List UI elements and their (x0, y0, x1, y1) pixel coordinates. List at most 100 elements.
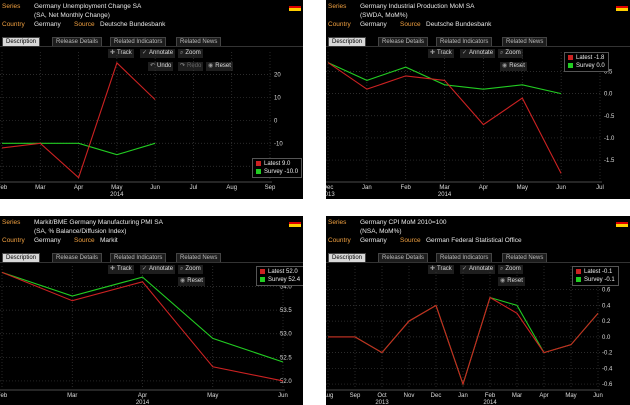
x-tick-label: May (111, 185, 122, 191)
tab-related-news[interactable]: Related News (176, 37, 222, 46)
reset-button[interactable]: ◉ Reset (500, 62, 527, 71)
tab-release-details[interactable]: Release Details (52, 253, 103, 262)
germany-flag-icon (289, 3, 301, 11)
reset-button[interactable]: ◉ Reset (498, 277, 525, 286)
annotate-button[interactable]: ✓ Annotate (460, 265, 496, 274)
series-label: Series (2, 3, 21, 10)
y-tick-label: 0.0 (602, 335, 611, 341)
legend-survey: Survey 52.4 (260, 276, 300, 284)
x-tick-label: Jun (556, 185, 566, 191)
panel-cpi: Series Germany CPI MoM 2010=100 (NSA, Mo… (326, 216, 630, 405)
y-tick-label: -10 (274, 141, 283, 147)
tab-related-news[interactable]: Related News (176, 253, 222, 262)
crosshair-icon: ✚ (110, 50, 116, 56)
chart-industrial-production[interactable]: 0.5 0.0 -0.5 -1.0 -1.5 Dec Jan Feb Mar Apr May Jun J… (326, 48, 630, 199)
tab-related-indicators[interactable]: Related Indicators (436, 253, 493, 262)
series-title: Germany Unemployment Change SA (34, 3, 142, 10)
series-line-latest (327, 62, 562, 174)
tab-release-details[interactable]: Release Details (378, 37, 429, 46)
y-tick-label: -0.4 (602, 366, 613, 372)
zoom-button[interactable]: ⌕ Zoom (498, 265, 523, 274)
x-tick-label: Mar (512, 393, 522, 399)
undo-button[interactable]: ↶ Undo (148, 62, 174, 71)
legend-latest: Latest 52.0 (260, 268, 300, 276)
tab-related-indicators[interactable]: Related Indicators (110, 37, 167, 46)
crosshair-icon: ✚ (430, 50, 436, 56)
x-tick-label: Aug (326, 393, 333, 399)
reset-icon: ◉ (500, 278, 506, 284)
germany-flag-icon (616, 3, 628, 11)
tab-related-news[interactable]: Related News (502, 253, 548, 262)
series-row: Series Markit/BME Germany Manufacturing … (0, 218, 303, 228)
y-tick-label: 0 (274, 118, 278, 124)
annotate-button[interactable]: ✓ Annotate (140, 49, 176, 58)
tab-description[interactable]: Description (328, 253, 367, 262)
series-label: Series (328, 3, 347, 10)
country-label: Country (2, 237, 25, 244)
year-label: 2013 (375, 400, 389, 405)
x-tick-label: Feb (485, 393, 496, 399)
x-tick-label: Oct (377, 393, 387, 399)
reset-icon: ◉ (208, 63, 214, 69)
magnifier-icon: ⌕ (180, 266, 184, 272)
reset-button[interactable]: ◉ Reset (178, 277, 205, 286)
source-label: Source (74, 21, 95, 28)
x-tick-label: Jun (593, 393, 603, 399)
tab-related-news[interactable]: Related News (502, 37, 548, 46)
series-line-latest (1, 61, 156, 179)
tab-bar: Description Release Details Related Indi… (0, 253, 303, 263)
redo-icon: ↷ (180, 63, 186, 69)
series-label: Series (328, 219, 347, 226)
y-tick-label: 20 (274, 72, 281, 78)
x-tick-label: Sep (265, 185, 276, 191)
annotate-button[interactable]: ✓ Annotate (460, 49, 496, 58)
series-subtitle: (SA, Net Monthly Change) (34, 12, 110, 19)
chart-manufacturing-pmi[interactable]: 54.0 53.5 53.0 52.5 52.0 Feb Mar Apr May Jun 2014 (0, 264, 303, 405)
series-label: Series (2, 219, 21, 226)
country-row: Country Germany Source German Federal St… (326, 236, 630, 246)
reset-button[interactable]: ◉ Reset (206, 62, 233, 71)
redo-button[interactable]: ↷ Redo (178, 62, 204, 71)
legend-survey: Survey 0.0 (568, 62, 605, 70)
tab-bar: Description Release Details Related Indi… (0, 37, 303, 47)
x-tick-label: Jan (362, 185, 372, 191)
tab-description[interactable]: Description (328, 37, 367, 46)
y-tick-label: 54.0 (280, 285, 292, 291)
legend-latest: Latest -1.8 (568, 54, 605, 62)
tab-description[interactable]: Description (2, 253, 41, 262)
tab-related-indicators[interactable]: Related Indicators (110, 253, 167, 262)
source-value: Markit (100, 237, 118, 244)
y-tick-label: 0.5 (604, 70, 613, 76)
x-tick-label: Jun (278, 393, 288, 399)
x-tick-label: Apr (74, 185, 83, 191)
tab-release-details[interactable]: Release Details (52, 37, 103, 46)
tab-bar: Description Release Details Related Indi… (326, 37, 630, 47)
y-tick-label: 10 (274, 95, 281, 101)
subtitle-row: (SA, Net Monthly Change) (0, 11, 303, 21)
y-tick-label: 0.2 (602, 319, 611, 325)
tab-description[interactable]: Description (2, 37, 41, 46)
annotate-button[interactable]: ✓ Annotate (140, 265, 176, 274)
source-label: Source (400, 21, 421, 28)
y-tick-label: -0.6 (602, 382, 613, 388)
country-value: Germany (360, 21, 387, 28)
legend-survey: Survey -10.0 (256, 168, 298, 176)
source-value: German Federal Statistical Office (426, 237, 522, 244)
legend: Latest -1.8 Survey 0.0 (564, 52, 609, 72)
x-tick-label: Jul (190, 185, 198, 191)
zoom-button[interactable]: ⌕ Zoom (178, 265, 203, 274)
legend-latest: Latest -0.1 (576, 268, 615, 276)
track-button[interactable]: ✚Track (108, 265, 134, 274)
y-tick-label: 52.5 (280, 355, 292, 361)
zoom-button[interactable]: ⌕ Zoom (178, 49, 203, 58)
tab-related-indicators[interactable]: Related Indicators (436, 37, 493, 46)
crosshair-icon: ✚ (110, 266, 116, 272)
subtitle-row: (SA, % Balance/Diffusion Index) (0, 227, 303, 237)
zoom-button[interactable]: ⌕ Zoom (498, 49, 523, 58)
track-button[interactable]: ✚Track (108, 49, 134, 58)
country-label: Country (328, 237, 351, 244)
chart-cpi[interactable]: 0.6 0.4 0.2 0.0 -0.2 -0.4 -0.6 Aug Sep Oct Nov Dec J… (326, 264, 630, 405)
x-tick-label: Feb (0, 185, 8, 191)
track-button[interactable]: ✚Track (428, 265, 454, 274)
tab-release-details[interactable]: Release Details (378, 253, 429, 262)
